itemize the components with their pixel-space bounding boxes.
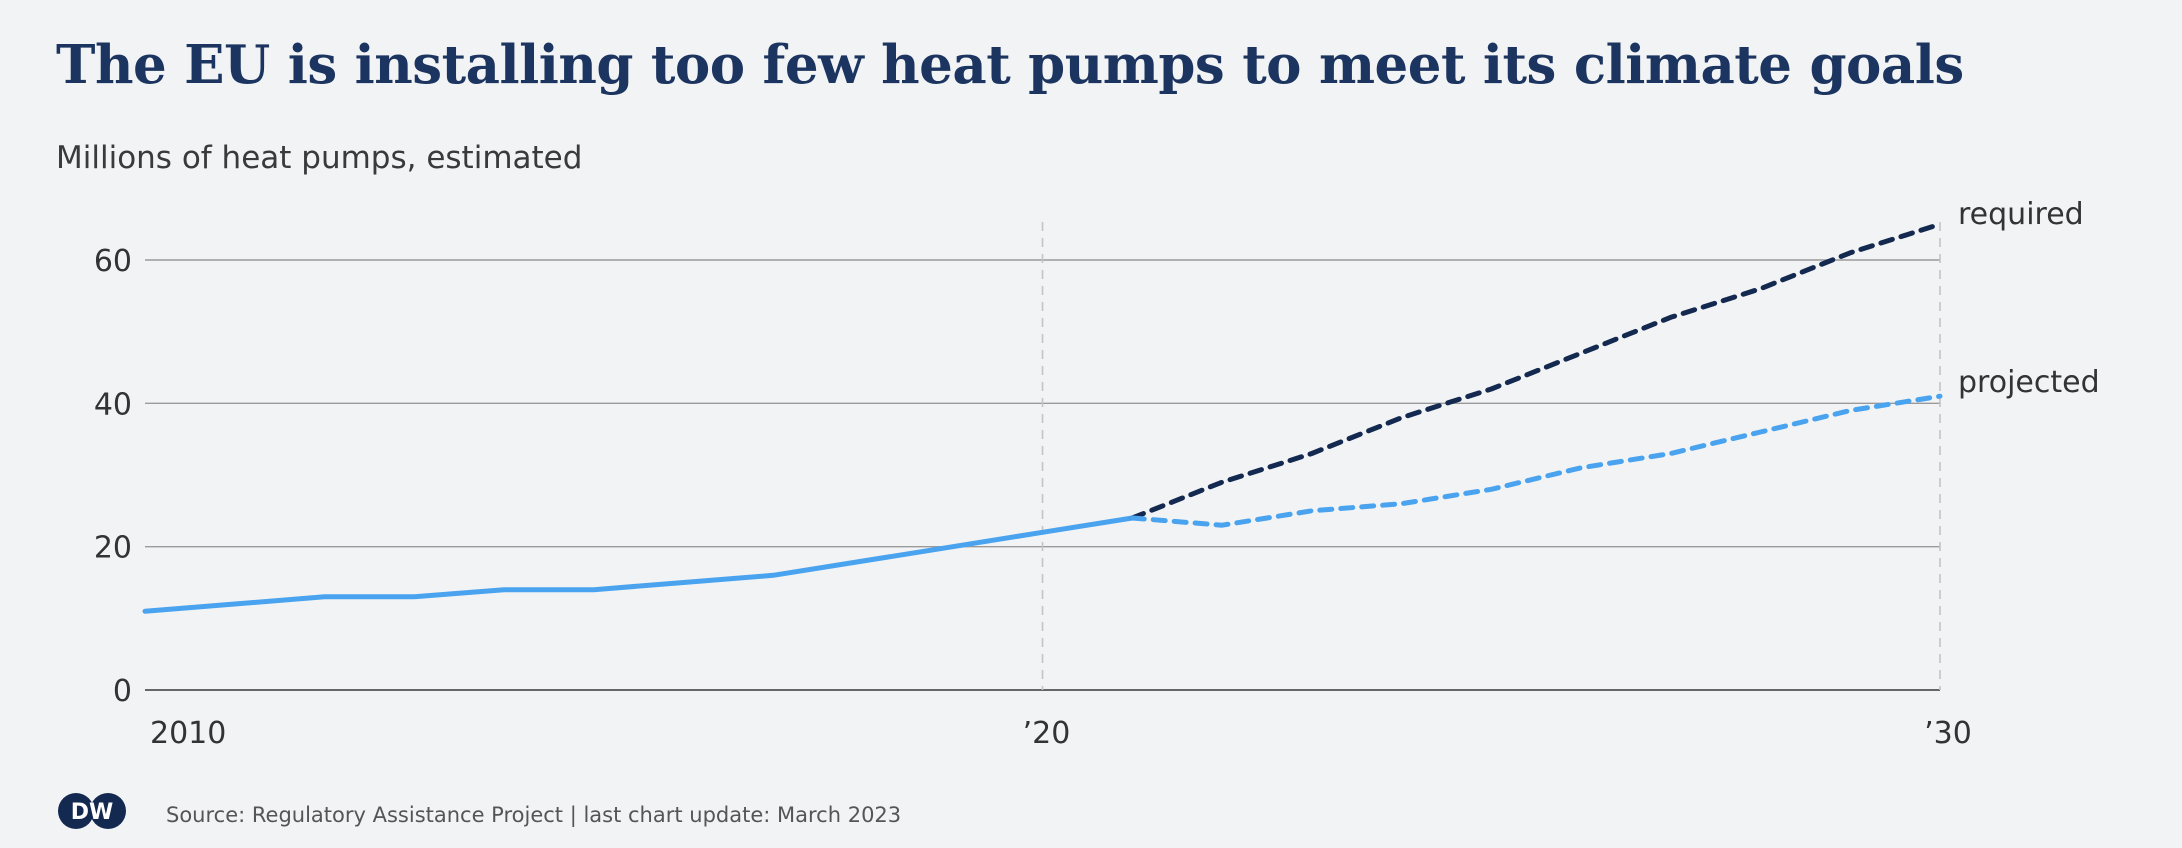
- series-line-historical: [142, 515, 1135, 614]
- dw-logo-text: DW: [71, 800, 114, 825]
- label-layer: 0 20 40 60 2010 ’20 ’30 required projected: [94, 197, 2100, 751]
- y-tick-label: 20: [94, 531, 132, 566]
- x-tick-label: ’30: [1924, 716, 1972, 751]
- y-tick-label: 0: [113, 674, 132, 709]
- series-label-required: required: [1958, 197, 2084, 232]
- x-tick-label: ’20: [1023, 716, 1071, 751]
- x-tick-label: 2010: [150, 716, 226, 751]
- series-line-projected: [1129, 393, 1943, 528]
- line-chart: 0 20 40 60 2010 ’20 ’30 required projected: [94, 197, 2100, 751]
- reference-lines: [1041, 222, 1941, 690]
- y-tick-label: 60: [94, 244, 132, 279]
- source-note: Source: Regulatory Assistance Project | …: [166, 803, 902, 827]
- series-layer: [142, 221, 1943, 614]
- series-line-required: [1129, 221, 1943, 521]
- chart-subtitle: Millions of heat pumps, estimated: [56, 140, 583, 176]
- y-tick-label: 40: [94, 387, 132, 422]
- series-label-projected: projected: [1958, 365, 2100, 400]
- dw-logo: DW: [58, 793, 126, 829]
- chart-title: The EU is installing too few heat pumps …: [56, 34, 1964, 96]
